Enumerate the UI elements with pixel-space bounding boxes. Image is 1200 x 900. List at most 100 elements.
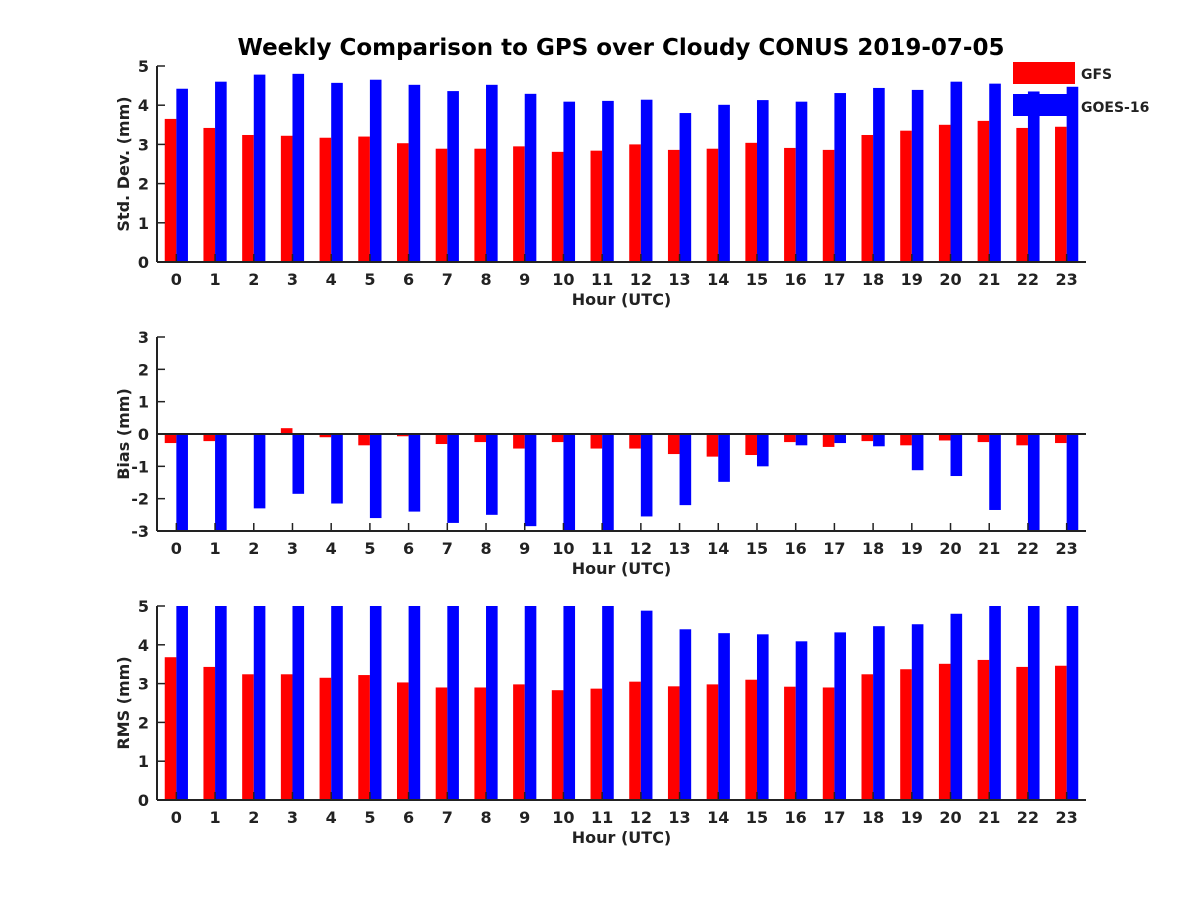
bias-xtick-label: 11 (591, 539, 613, 558)
bias-bar-goes-16-10 (563, 434, 576, 531)
bias-bar-gfs-6 (396, 434, 409, 437)
bias-ytick-label: -1 (131, 457, 149, 476)
stddev-xtick-label: 0 (171, 270, 182, 289)
rms-xtick-label: 1 (209, 808, 220, 827)
rms-xtick-label: 10 (552, 808, 574, 827)
stddev-bar-goes-16-11 (602, 100, 614, 262)
bias-ytick-label: 0 (138, 425, 149, 444)
bias-bar-goes-16-15 (756, 434, 769, 467)
rms-xtick-label: 8 (480, 808, 491, 827)
rms-bar-goes-16-14 (718, 633, 730, 800)
bias-bar-gfs-18 (861, 434, 874, 442)
legend-label-gfs: GFS (1081, 67, 1112, 83)
rms-xtick-label: 3 (287, 808, 298, 827)
bias-bar-goes-16-14 (718, 434, 730, 482)
rms-bar-gfs-1 (203, 666, 216, 800)
stddev-bar-gfs-17 (822, 149, 835, 262)
stddev-bar-goes-16-3 (292, 73, 305, 262)
rms-bar-gfs-16 (784, 686, 796, 800)
stddev-bar-goes-16-14 (718, 104, 730, 262)
bias-bar-gfs-23 (1055, 434, 1067, 444)
rms-xtick-label: 12 (630, 808, 652, 827)
stddev-xtick-label: 5 (364, 270, 375, 289)
rms-xtick-label: 19 (901, 808, 923, 827)
stddev-y-axis-label: Std. Dev. (mm) (114, 96, 133, 231)
stddev-bar-goes-16-2 (253, 74, 266, 262)
stddev-bar-goes-16-5 (369, 79, 382, 262)
bias-bar-goes-16-19 (911, 434, 924, 471)
bias-bar-goes-16-2 (253, 434, 266, 509)
stddev-bar-gfs-11 (590, 150, 603, 262)
bias-bar-gfs-17 (822, 434, 835, 447)
rms-bar-goes-16-19 (911, 624, 924, 800)
stddev-bar-gfs-19 (900, 130, 912, 262)
bias-bar-gfs-0 (164, 434, 177, 444)
stddev-xtick-label: 19 (901, 270, 923, 289)
stddev-bar-gfs-10 (551, 151, 564, 262)
bias-bar-goes-16-16 (795, 434, 808, 446)
rms-bar-gfs-15 (745, 679, 757, 800)
bias-ytick-label: 1 (138, 393, 149, 412)
chart-title: Weekly Comparison to GPS over Cloudy CON… (238, 35, 1005, 61)
rms-xtick-label: 7 (442, 808, 453, 827)
rms-bar-gfs-12 (629, 681, 641, 800)
stddev-bar-goes-16-6 (408, 84, 421, 262)
bias-bar-gfs-15 (745, 434, 757, 456)
bias-bar-gfs-9 (513, 434, 525, 449)
bias-bar-gfs-20 (938, 434, 951, 441)
stddev-bar-goes-16-12 (640, 99, 653, 262)
rms-bar-gfs-4 (319, 677, 332, 800)
bias-xtick-label: 22 (1017, 539, 1039, 558)
stddev-bar-gfs-3 (280, 135, 293, 262)
stddev-xtick-label: 8 (480, 270, 491, 289)
bias-bar-goes-16-7 (447, 434, 459, 523)
rms-xtick-label: 20 (939, 808, 961, 827)
rms-bar-goes-16-21 (989, 606, 1001, 800)
stddev-xtick-label: 1 (209, 270, 220, 289)
bias-x-axis-label: Hour (UTC) (572, 559, 672, 578)
rms-ytick-label: 0 (138, 791, 149, 810)
bias-bar-goes-16-4 (331, 434, 343, 504)
stddev-bar-gfs-7 (435, 148, 448, 262)
rms-xtick-label: 2 (248, 808, 259, 827)
bias-xtick-label: 19 (901, 539, 923, 558)
rms-bar-gfs-7 (435, 687, 448, 800)
stddev-x-axis-label: Hour (UTC) (572, 290, 672, 309)
bias-bar-gfs-5 (358, 434, 370, 446)
bias-y-axis-label: Bias (mm) (114, 388, 133, 480)
bias-bar-goes-16-18 (873, 434, 885, 447)
rms-bar-goes-16-5 (369, 606, 382, 800)
stddev-bar-goes-16-0 (176, 88, 188, 262)
stddev-bar-gfs-22 (1016, 127, 1028, 262)
stddev-xtick-label: 20 (939, 270, 961, 289)
bias-xtick-label: 17 (823, 539, 845, 558)
bias-bar-goes-16-6 (408, 434, 421, 512)
stddev-bar-goes-16-9 (524, 93, 537, 262)
rms-xtick-label: 9 (519, 808, 530, 827)
legend-swatch-gfs (1013, 62, 1075, 84)
bias-xtick-label: 13 (668, 539, 690, 558)
stddev-bar-goes-16-7 (447, 91, 459, 262)
rms-bar-gfs-18 (861, 674, 874, 800)
stddev-ytick-label: 1 (138, 214, 149, 233)
legend-label-goes-16: GOES-16 (1081, 100, 1149, 116)
stddev-xtick-label: 21 (978, 270, 1000, 289)
rms-xtick-label: 14 (707, 808, 729, 827)
rms-xtick-label: 18 (862, 808, 884, 827)
stddev-bar-gfs-4 (319, 137, 332, 262)
rms-bar-goes-16-3 (292, 606, 305, 800)
stddev-xtick-label: 16 (785, 270, 807, 289)
rms-bar-gfs-6 (396, 682, 409, 800)
bias-bar-goes-16-21 (989, 434, 1001, 510)
stddev-ytick-label: 5 (138, 57, 149, 76)
stddev-xtick-label: 17 (823, 270, 845, 289)
bias-bar-goes-16-17 (834, 434, 847, 444)
stddev-bar-gfs-12 (629, 144, 641, 262)
bias-xtick-label: 0 (171, 539, 182, 558)
stddev-xtick-label: 15 (746, 270, 768, 289)
rms-bar-gfs-5 (358, 675, 370, 800)
stddev-bar-goes-16-18 (873, 87, 885, 262)
